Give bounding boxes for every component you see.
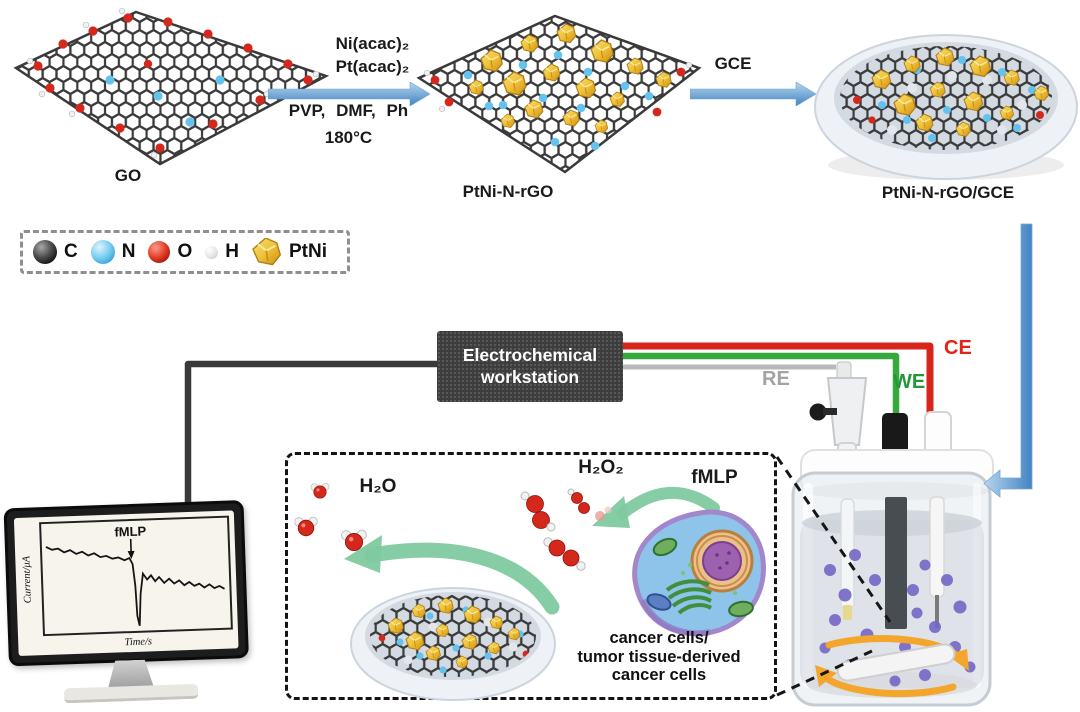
h2o2-label: H₂O₂	[578, 457, 624, 478]
go-hydrogen-atoms	[26, 7, 320, 159]
rgo-hydrogen-atoms	[423, 61, 693, 113]
ptni-n-rgo-structure	[416, 14, 702, 174]
go-structure	[13, 7, 330, 166]
reaction-arrow-icon	[268, 82, 430, 106]
conditions-2: 180°C	[324, 128, 373, 147]
caption-line2: tumor tissue-derived	[577, 647, 741, 666]
legend-label-ptni: PtNi	[288, 241, 327, 262]
reaction-zoom-box	[285, 452, 777, 700]
nucleus	[690, 529, 754, 593]
modified-electrode-disc	[814, 34, 1078, 180]
h2o2-molecule-faded	[595, 506, 612, 521]
ptni-particle-icon	[252, 238, 282, 266]
chart-annotation-fmlp: fMLP	[114, 523, 147, 539]
gce-label: GCE	[714, 54, 752, 73]
gce-arrow-icon	[690, 82, 816, 106]
golgi	[665, 579, 713, 615]
black-cable	[184, 360, 437, 510]
mitochondria	[646, 537, 754, 618]
reagent-1: Ni(acac)₂	[335, 34, 410, 53]
go-label: GO	[114, 166, 142, 185]
h2o2-molecule	[520, 491, 556, 532]
reagent-2: Pt(acac)₂	[335, 57, 410, 76]
chart-ylabel: Current/μA	[21, 555, 34, 603]
h2o2-molecule	[543, 537, 586, 571]
electrochemical-cell	[791, 361, 994, 707]
carbon-sphere-icon	[33, 240, 57, 264]
electrochemical-workstation: Electrochemical workstation	[437, 331, 623, 402]
ce-wire	[623, 342, 934, 418]
nitrogen-sphere-icon	[90, 240, 115, 264]
ce-label: CE	[944, 337, 972, 359]
legend-label-h: H	[225, 241, 239, 262]
fmlp-label: fMLP	[691, 467, 738, 488]
legend-label-n: N	[121, 241, 136, 262]
rgo-oxygen-atoms	[430, 67, 686, 117]
peroxide-molecules	[520, 488, 612, 571]
re-label: RE	[762, 368, 790, 390]
workstation-line2: workstation	[480, 366, 580, 387]
rgo-nitrogen-atoms	[463, 50, 654, 151]
go-oxygen-atoms	[33, 13, 313, 153]
current-trace	[45, 546, 225, 626]
h2o2-molecule	[567, 488, 590, 514]
workstation-line1: Electrochemical	[462, 344, 598, 365]
hydrogen-sphere-icon	[205, 245, 219, 259]
we-label: WE	[893, 371, 926, 393]
legend-label-o: O	[177, 241, 193, 262]
oxygen-sphere-icon	[148, 241, 171, 263]
atom-legend: C N O H PtNi	[20, 230, 350, 274]
caption-line3: cancer cells	[611, 666, 707, 684]
caption-line1: cancer cells/	[609, 629, 709, 647]
it-curve-chart: Current/μA Time/s fMLP	[21, 515, 233, 648]
computer-monitor: Current/μA Time/s fMLP	[3, 498, 260, 712]
monitor-screen: Current/μA Time/s fMLP	[13, 510, 239, 657]
reduction-arrow-icon	[344, 535, 560, 615]
we-wire	[623, 352, 900, 420]
product-label: PtNi-N-rGO	[462, 182, 554, 201]
legend-label-c: C	[64, 241, 78, 262]
h2o-label: H₂O	[359, 476, 397, 497]
cancer-cell-illustration	[632, 509, 766, 637]
electrode-label: PtNi-N-rGO/GCE	[881, 183, 1015, 202]
go-nitrogen-atoms	[105, 75, 225, 127]
chart-xlabel: Time/s	[124, 636, 152, 648]
monitor-base	[63, 683, 199, 704]
monitor-stand	[107, 659, 154, 689]
conditions-1: PVP, DMF, Ph	[288, 101, 409, 120]
cell-source-caption: cancer cells/ tumor tissue-derived cance…	[545, 629, 773, 685]
electrode-disc-small	[350, 587, 556, 701]
